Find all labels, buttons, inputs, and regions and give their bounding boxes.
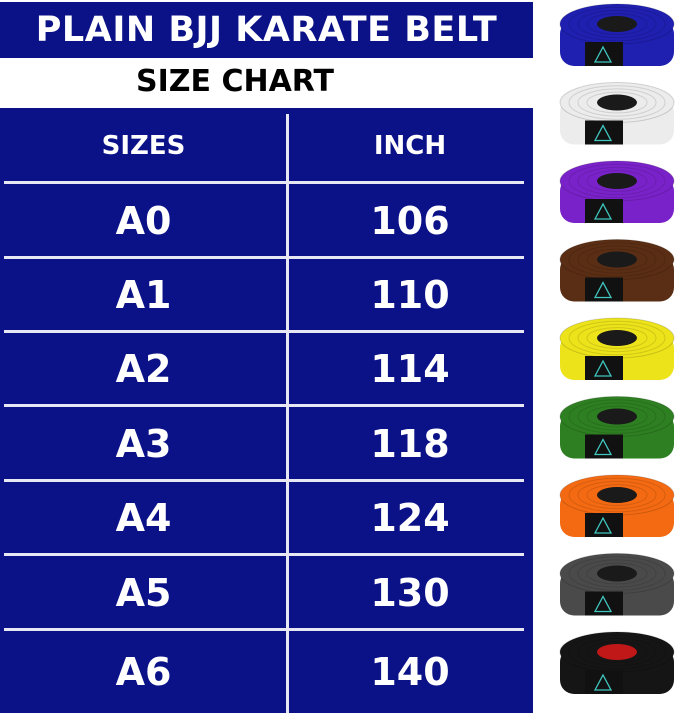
size-table: SIZES INCH A0 106 A1 110 A2 114 A3 118 A4 124 A5 13… (0, 108, 533, 713)
row-divider (4, 479, 524, 482)
inch-cell: 124 (370, 496, 450, 540)
belt-grey (559, 553, 675, 616)
inch-cell: 114 (370, 347, 450, 391)
belt-yellow (559, 317, 675, 380)
row-divider (4, 553, 524, 556)
belt-images (559, 3, 675, 694)
table-row: A3 118 (0, 406, 533, 481)
belt-orange (559, 474, 675, 537)
inch-cell: 106 (370, 198, 450, 243)
size-cell: A5 (115, 570, 172, 615)
inch-cell: 140 (370, 649, 450, 694)
size-cell: A6 (115, 649, 172, 694)
size-cell: A2 (115, 347, 172, 391)
belt-black (559, 631, 675, 694)
belt-green (559, 396, 675, 459)
header-sizes: SIZES (101, 130, 186, 161)
size-cell: A3 (115, 421, 172, 466)
title-banner: PLAIN BJJ KARATE BELT (0, 2, 533, 58)
table-row: A1 110 (0, 258, 533, 332)
inch-cell: 130 (370, 570, 450, 615)
belt-brown (559, 239, 675, 302)
table-row: A6 140 (0, 630, 533, 713)
row-divider (4, 330, 524, 333)
table-header-row: SIZES INCH (0, 108, 533, 183)
row-divider (4, 256, 524, 259)
row-divider (4, 404, 524, 407)
belt-purple (559, 160, 675, 223)
size-cell: A1 (115, 273, 172, 317)
title: PLAIN BJJ KARATE BELT (35, 10, 498, 50)
table-row: A4 124 (0, 481, 533, 555)
column-divider (286, 114, 289, 713)
belt-white (559, 82, 675, 145)
size-cell: A0 (115, 198, 172, 243)
inch-cell: 118 (370, 421, 450, 466)
row-divider (4, 181, 524, 184)
table-row: A0 106 (0, 183, 533, 258)
size-cell: A4 (115, 496, 172, 540)
subtitle: SIZE CHART (135, 64, 335, 99)
belt-blue (559, 3, 675, 66)
header-inch: INCH (373, 130, 447, 161)
inch-cell: 110 (370, 273, 450, 317)
row-divider (4, 628, 524, 631)
table-row: A2 114 (0, 332, 533, 406)
table-row: A5 130 (0, 555, 533, 630)
